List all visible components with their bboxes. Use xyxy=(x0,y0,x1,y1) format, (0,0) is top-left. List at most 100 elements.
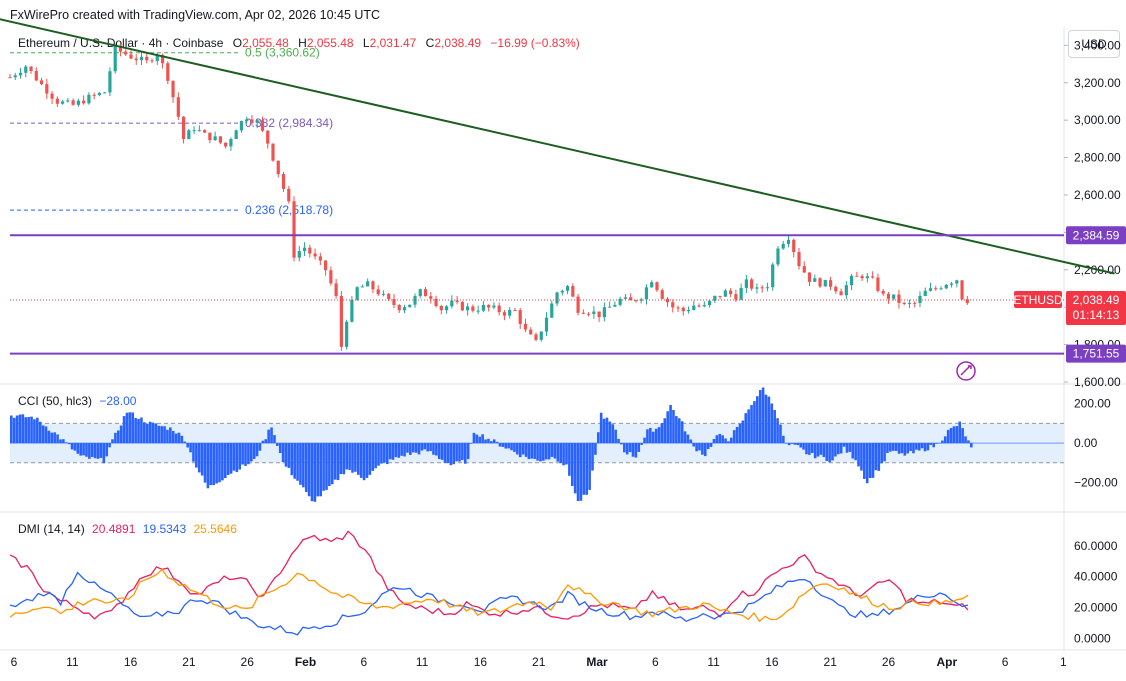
level-price-label: 1,751.55 xyxy=(1073,347,1120,361)
cci-bar xyxy=(328,443,331,487)
price-tick-label: 3,400.00 xyxy=(1074,38,1121,52)
candle-body xyxy=(297,251,301,258)
dmi-plus-value: 20.4891 xyxy=(92,522,136,536)
cci-bar xyxy=(380,443,383,464)
cci-title[interactable]: CCI (50, hlc3) xyxy=(18,394,93,408)
cci-bar xyxy=(131,412,135,444)
cci-value: −28.00 xyxy=(99,394,137,408)
cci-bar xyxy=(24,417,28,444)
cci-bar xyxy=(909,443,912,451)
cci-bar xyxy=(900,443,904,454)
candle-body xyxy=(245,119,249,122)
time-tick-label: 16 xyxy=(765,655,779,669)
candle-body xyxy=(581,312,585,314)
currency-button[interactable]: USD xyxy=(1068,30,1120,58)
cci-bar xyxy=(703,443,707,457)
candle-body xyxy=(397,305,401,311)
cci-bar xyxy=(663,418,667,444)
candle-body xyxy=(771,264,775,288)
candle-body xyxy=(744,279,748,288)
cci-bar xyxy=(137,418,140,444)
cci-bar xyxy=(721,435,724,444)
cci-bar xyxy=(368,443,372,475)
candle-body xyxy=(381,293,386,295)
candle-body xyxy=(671,302,675,308)
candle-body xyxy=(939,288,943,290)
cci-bar xyxy=(287,443,291,468)
candle-body xyxy=(371,281,375,290)
candle-body xyxy=(61,101,65,104)
candle-body xyxy=(807,272,812,282)
cci-bar xyxy=(200,443,204,476)
dmi-title[interactable]: DMI (14, 14) xyxy=(18,522,85,536)
cci-bar xyxy=(93,443,97,459)
cci-bar xyxy=(41,425,45,444)
cci-bar xyxy=(860,443,863,471)
cci-bar xyxy=(359,443,363,478)
cci-bar xyxy=(44,426,48,444)
candle-body xyxy=(576,296,580,313)
candle-body xyxy=(529,329,533,335)
candle-body xyxy=(329,270,333,284)
cci-bar xyxy=(623,443,626,453)
cci-bar xyxy=(889,443,892,452)
candle-body xyxy=(523,323,528,330)
cci-bar xyxy=(490,441,493,444)
symbol-name[interactable]: Ethereum / U.S. Dollar · 4h · Coinbase xyxy=(18,36,224,50)
cci-bar xyxy=(848,443,852,452)
cci-bar xyxy=(530,443,534,459)
cci-bar xyxy=(819,443,823,455)
candle-body xyxy=(639,299,643,301)
candle-body xyxy=(602,307,606,318)
cci-bar xyxy=(229,443,233,474)
symbol-tag xyxy=(1014,290,1062,308)
candle-body xyxy=(697,305,701,307)
candle-body xyxy=(892,294,896,299)
candle-body xyxy=(224,142,228,147)
candle-body xyxy=(444,306,449,311)
countdown-label: 01:14:13 xyxy=(1073,308,1120,322)
cci-bar xyxy=(614,429,617,444)
candle-body xyxy=(681,307,685,312)
cci-bar xyxy=(883,443,886,462)
candle-body xyxy=(187,130,191,140)
level-price-tag xyxy=(1066,344,1126,363)
symbol-legend: Ethereum / U.S. Dollar · 4h · Coinbase O… xyxy=(18,36,580,50)
cci-bar xyxy=(203,443,207,483)
candle-body xyxy=(50,93,54,99)
trend-line xyxy=(0,18,1115,275)
cci-bar xyxy=(82,443,85,456)
cci-bar xyxy=(834,443,837,457)
candle-body xyxy=(692,305,696,310)
candle-body xyxy=(408,304,412,308)
cci-bar xyxy=(174,433,178,444)
candle-body xyxy=(234,130,238,140)
cci-bar xyxy=(365,443,369,478)
dmi-minus-value: 19.5343 xyxy=(142,522,187,536)
cci-bar xyxy=(568,443,571,476)
candle-body xyxy=(802,266,806,273)
cci-bar xyxy=(278,443,282,454)
candle-body xyxy=(113,45,117,72)
candle-body xyxy=(828,280,833,287)
candle-body xyxy=(702,305,706,307)
cci-bar xyxy=(709,443,713,447)
candle-body xyxy=(418,289,422,297)
cci-bar xyxy=(906,443,909,454)
candle-body xyxy=(513,310,517,312)
candle-body xyxy=(160,54,165,64)
cci-bar xyxy=(385,443,389,465)
cci-bar xyxy=(588,443,591,490)
cci-bar xyxy=(284,443,288,467)
cci-bar xyxy=(565,443,568,465)
time-tick-label: 16 xyxy=(124,655,138,669)
candle-body xyxy=(644,287,649,300)
cci-bar xyxy=(316,443,320,497)
candle-body xyxy=(565,286,570,291)
cci-bar xyxy=(27,417,30,444)
candle-body xyxy=(481,305,485,311)
cci-tick-label: −200.00 xyxy=(1074,475,1118,489)
cci-bar xyxy=(761,387,765,444)
cci-bar xyxy=(391,443,395,460)
